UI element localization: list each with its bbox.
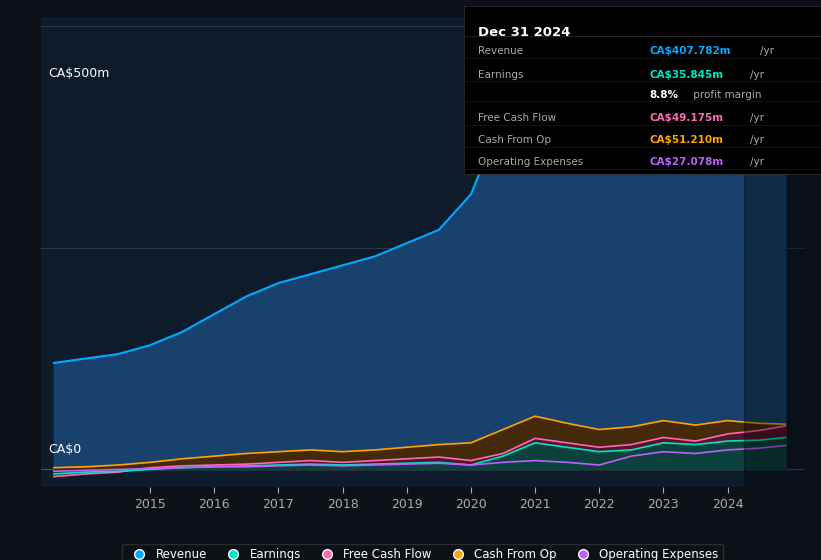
Text: Dec 31 2024: Dec 31 2024 [478,26,571,39]
Text: /yr: /yr [750,157,764,167]
Text: CA$49.175m: CA$49.175m [649,113,723,123]
Text: Free Cash Flow: Free Cash Flow [478,113,557,123]
Text: CA$500m: CA$500m [48,67,110,80]
Text: Earnings: Earnings [478,69,524,80]
Text: /yr: /yr [750,113,764,123]
Text: /yr: /yr [750,69,764,80]
Text: Cash From Op: Cash From Op [478,135,551,145]
Text: CA$35.845m: CA$35.845m [649,69,723,80]
Text: Operating Expenses: Operating Expenses [478,157,584,167]
Text: Revenue: Revenue [478,46,523,56]
Text: /yr: /yr [759,46,773,56]
Text: 8.8%: 8.8% [649,90,679,100]
Bar [744,17,805,487]
Text: /yr: /yr [750,135,764,145]
Legend: Revenue, Earnings, Free Cash Flow, Cash From Op, Operating Expenses: Revenue, Earnings, Free Cash Flow, Cash … [122,544,723,560]
Text: CA$27.078m: CA$27.078m [649,157,724,167]
Text: profit margin: profit margin [690,90,761,100]
Text: CA$51.210m: CA$51.210m [649,135,723,145]
Text: CA$0: CA$0 [48,443,82,456]
Text: CA$407.782m: CA$407.782m [649,46,732,56]
